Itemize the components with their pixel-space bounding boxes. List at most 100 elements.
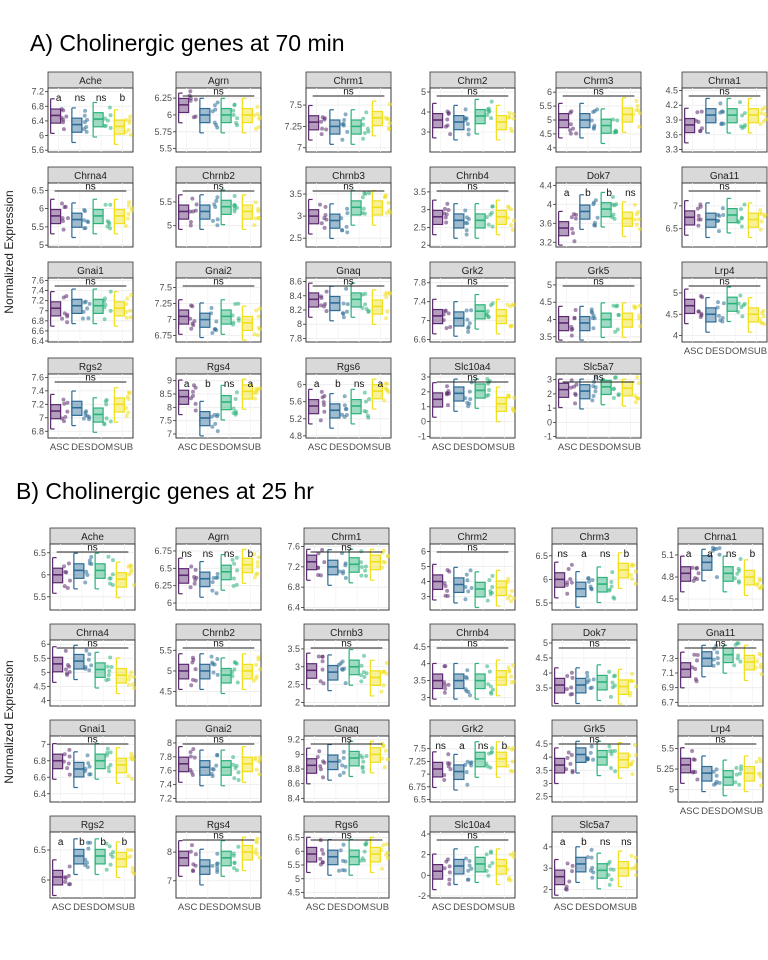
x-tick-label: SUB (242, 902, 262, 913)
point-sub (509, 589, 514, 594)
point-dom (490, 301, 495, 306)
point-sub (127, 118, 132, 123)
plot-frame (303, 639, 390, 707)
plot-frame (175, 373, 262, 439)
point-sub (636, 217, 641, 222)
point-asc (322, 560, 327, 565)
point-des (215, 672, 220, 677)
point-sub (385, 309, 390, 314)
point-sub (256, 216, 261, 221)
plot-area (175, 277, 262, 343)
y-tick-label: 4 (41, 695, 46, 705)
point-dom (236, 770, 241, 775)
y-tick-label: 3.5 (413, 187, 426, 197)
point-asc (566, 750, 571, 755)
point-des (463, 208, 468, 213)
facet-panel-chrm3: Chrm3 5.5 6 6.5 ns a ns b (535, 527, 638, 611)
significance-label: ns (87, 639, 98, 650)
point-des (212, 103, 217, 108)
point-des (467, 389, 472, 394)
y-tick-label: 4 (543, 842, 548, 852)
point-sub (126, 390, 131, 395)
point-asc (193, 678, 198, 683)
point-des (712, 547, 717, 552)
point-dom (488, 684, 493, 689)
facet-panel-rgs2: Rgs2 6.8 7 7.2 7.4 7.6 ns ASC DES DOM SUB (31, 357, 134, 453)
point-dom (738, 659, 743, 664)
point-des (210, 863, 215, 868)
point-des (215, 870, 220, 875)
point-dom (106, 672, 111, 677)
point-des (716, 218, 721, 223)
point-dom (108, 762, 113, 767)
point-sub (253, 200, 258, 205)
y-tick-label: 6 (41, 639, 46, 649)
point-sub (758, 578, 763, 583)
y-tick-label: 8 (297, 319, 302, 329)
point-sub (508, 126, 513, 131)
significance-label: ns (181, 549, 192, 560)
y-tick-label: 6.4 (31, 336, 44, 346)
point-asc (447, 870, 452, 875)
point-des (215, 571, 220, 576)
point-asc (698, 129, 703, 134)
plot-frame (303, 831, 390, 899)
point-sub (511, 851, 516, 856)
significance-label: b (335, 379, 341, 390)
point-dom (361, 116, 366, 121)
plot-frame (555, 87, 642, 153)
plot-frame (47, 277, 134, 343)
point-asc (569, 378, 574, 383)
point-dom (364, 409, 369, 414)
point-des (465, 578, 470, 583)
y-tick-label: 6.5 (665, 224, 678, 234)
point-sub (254, 674, 259, 679)
y-tick-label: 6 (295, 846, 300, 856)
point-dom (488, 765, 493, 770)
point-dom (235, 568, 240, 573)
point-sub (252, 113, 257, 118)
point-sub (511, 596, 516, 601)
point-dom (607, 744, 612, 749)
point-asc (193, 208, 198, 213)
plot-frame (677, 735, 764, 803)
facet-panel-chrnb2: Chrnb2 5 5.5 ns (159, 166, 262, 248)
point-sub (636, 381, 641, 386)
point-sub (762, 321, 767, 326)
point-dom (103, 123, 108, 128)
point-des (215, 429, 220, 434)
y-tick-label: 7.2 (287, 562, 300, 572)
plot-area (555, 182, 642, 248)
y-tick-label: 7.2 (31, 399, 44, 409)
point-dom (742, 202, 747, 207)
y-tick-label: 5 (547, 115, 552, 125)
facet-panel-chrnb4: Chrnb4 3 3.5 4 4.5 ns (413, 623, 517, 707)
point-des (590, 875, 595, 880)
significance-label: a (707, 549, 713, 560)
significance-label: ns (557, 549, 568, 560)
x-tick-label: DOM (349, 442, 371, 453)
point-dom (361, 769, 366, 774)
facet-panel-rgs4: Rgs4 7 7.5 8 8.5 9 a b ns a ASC DES DOM SUB (159, 357, 262, 453)
y-tick-label: 6 (421, 547, 426, 557)
facet-panel-slc5a7: Slc5a7 2 3 4 a b ns ns ASC DES DOM SUB (543, 815, 639, 913)
point-asc (67, 864, 72, 869)
point-asc (66, 873, 71, 878)
significance-label: ns (224, 379, 235, 390)
point-des (464, 572, 469, 577)
point-dom (236, 318, 241, 323)
point-dom (105, 118, 110, 123)
point-sub (257, 115, 262, 120)
point-asc (61, 227, 66, 232)
point-asc (699, 109, 704, 114)
point-des (465, 782, 470, 787)
point-des (214, 862, 219, 867)
point-dom (102, 305, 107, 310)
point-sub (511, 112, 516, 117)
point-dom (736, 653, 741, 658)
point-des (337, 569, 342, 574)
point-sub (633, 581, 638, 586)
point-des (342, 666, 347, 671)
point-dom (107, 669, 112, 674)
